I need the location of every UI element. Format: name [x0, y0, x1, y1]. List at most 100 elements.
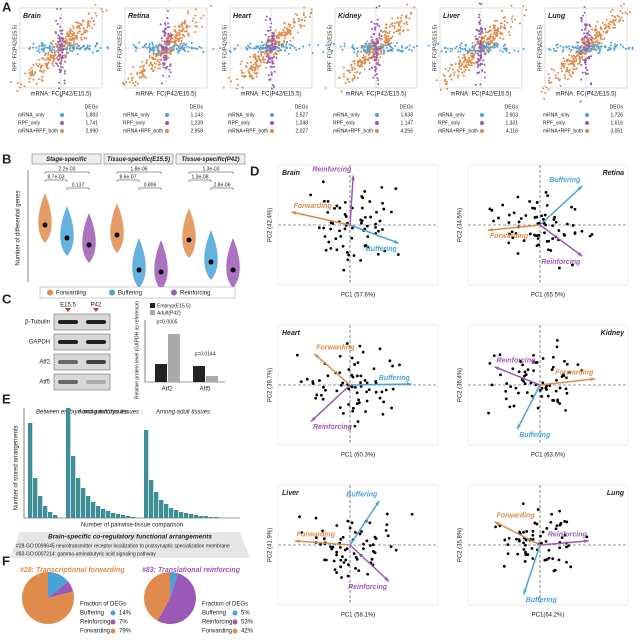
scatter-dot	[557, 43, 559, 45]
scatter-dot	[54, 51, 56, 53]
deg-count: 1,638	[400, 112, 413, 118]
scatter-dot	[83, 31, 85, 33]
scatter-dot	[564, 77, 566, 79]
pc-dot	[506, 543, 509, 546]
scatter-dot	[393, 31, 395, 33]
scatter-dot	[581, 56, 583, 58]
scatter-dot	[59, 26, 61, 28]
pc-dot	[364, 379, 367, 382]
pc-dot	[394, 187, 397, 190]
scatter-dot	[81, 24, 83, 26]
scatter-dot	[66, 33, 68, 35]
scatter-dot	[180, 40, 182, 42]
scatter-dot	[69, 50, 71, 52]
pc-dot	[325, 249, 328, 252]
scatter-dot	[376, 73, 378, 75]
scatter-dot	[484, 77, 486, 79]
scatter-dot	[368, 45, 370, 47]
scatter-dot	[410, 12, 412, 14]
scatter-dot	[65, 42, 67, 44]
scatter-dot	[477, 61, 479, 63]
scatter-dot	[58, 87, 60, 89]
scatter-dot	[391, 17, 393, 19]
scatter-dot	[283, 23, 285, 25]
scatter-dot	[548, 73, 550, 75]
pc-dot	[518, 538, 521, 541]
scatter-dot	[155, 58, 157, 60]
scatter-dot	[613, 23, 615, 25]
scatter-dot	[564, 74, 566, 76]
scatter-dot	[163, 59, 165, 61]
scatter-dot	[274, 48, 276, 50]
scatter-dot	[479, 2, 481, 4]
pc-dot	[352, 407, 355, 410]
deg-count: 1,883	[85, 112, 98, 118]
scatter-dot	[614, 43, 616, 45]
pc-dot	[547, 248, 550, 251]
panel-label: A	[2, 0, 12, 14]
scatter-dot	[164, 63, 166, 65]
row-dot	[480, 121, 484, 125]
scatter-dot	[173, 49, 175, 51]
pc-dot	[388, 359, 391, 362]
pc-dot	[339, 355, 342, 358]
pc-dot	[395, 549, 398, 552]
scatter-dot	[267, 46, 269, 48]
table-header: DEGs	[85, 104, 99, 110]
row-dot	[165, 113, 169, 117]
p-value: p=0.0144	[195, 351, 216, 357]
pc-dot	[552, 366, 555, 369]
scatter-dot	[566, 46, 568, 48]
scatter-dot	[390, 37, 392, 39]
p-value: 8.7e-03	[48, 174, 65, 180]
pc-dot	[580, 230, 583, 233]
scatter-dot	[378, 48, 380, 50]
scatter-dot	[142, 46, 144, 48]
scatter-dot	[364, 68, 366, 70]
scatter-dot	[504, 44, 506, 46]
scatter-dot	[581, 49, 583, 51]
scatter-dot	[200, 47, 202, 49]
pc-dot	[491, 383, 494, 386]
scatter-dot	[344, 43, 346, 45]
band	[58, 380, 78, 384]
scatter-dot	[397, 49, 399, 51]
x-axis-label: mRNA: FC(P42/E15.5)	[555, 92, 616, 98]
scatter-dot	[34, 71, 36, 73]
scatter-dot	[293, 18, 295, 20]
pc-dot	[364, 410, 367, 413]
scatter-dot	[95, 4, 97, 6]
scatter-dot	[373, 53, 375, 55]
pc-dot	[322, 180, 325, 183]
scatter-dot	[480, 44, 482, 46]
pc-dot	[333, 207, 336, 210]
scatter-dot	[176, 44, 178, 46]
scatter-dot	[589, 34, 591, 36]
scatter-dot	[36, 63, 38, 65]
scatter-dot	[480, 20, 482, 22]
scatter-dot	[391, 25, 393, 27]
scatter-dot	[198, 46, 200, 48]
scatter-dot	[73, 41, 75, 43]
scatter-dot	[511, 15, 513, 17]
scatter-dot	[181, 30, 183, 32]
scatter-dot	[496, 20, 498, 22]
scatter-dot	[151, 47, 153, 49]
scatter-dot	[271, 74, 273, 76]
pc-dot	[565, 561, 568, 564]
pc-dot	[564, 409, 567, 412]
scatter-dot	[576, 41, 578, 43]
scatter-dot	[583, 43, 585, 45]
scatter-dot	[607, 25, 609, 27]
scatter-dot	[464, 48, 466, 50]
scatter-dot	[399, 32, 401, 34]
scatter-dot	[237, 44, 239, 46]
scatter-dot	[509, 34, 511, 36]
pc-dot	[338, 229, 341, 232]
scatter-dot	[135, 46, 137, 48]
scatter-dot	[400, 26, 402, 28]
legend-name: Forwarding	[202, 629, 232, 635]
p-value: 0.137	[72, 182, 85, 188]
scatter-dot	[460, 65, 462, 67]
scatter-dot	[478, 16, 480, 18]
